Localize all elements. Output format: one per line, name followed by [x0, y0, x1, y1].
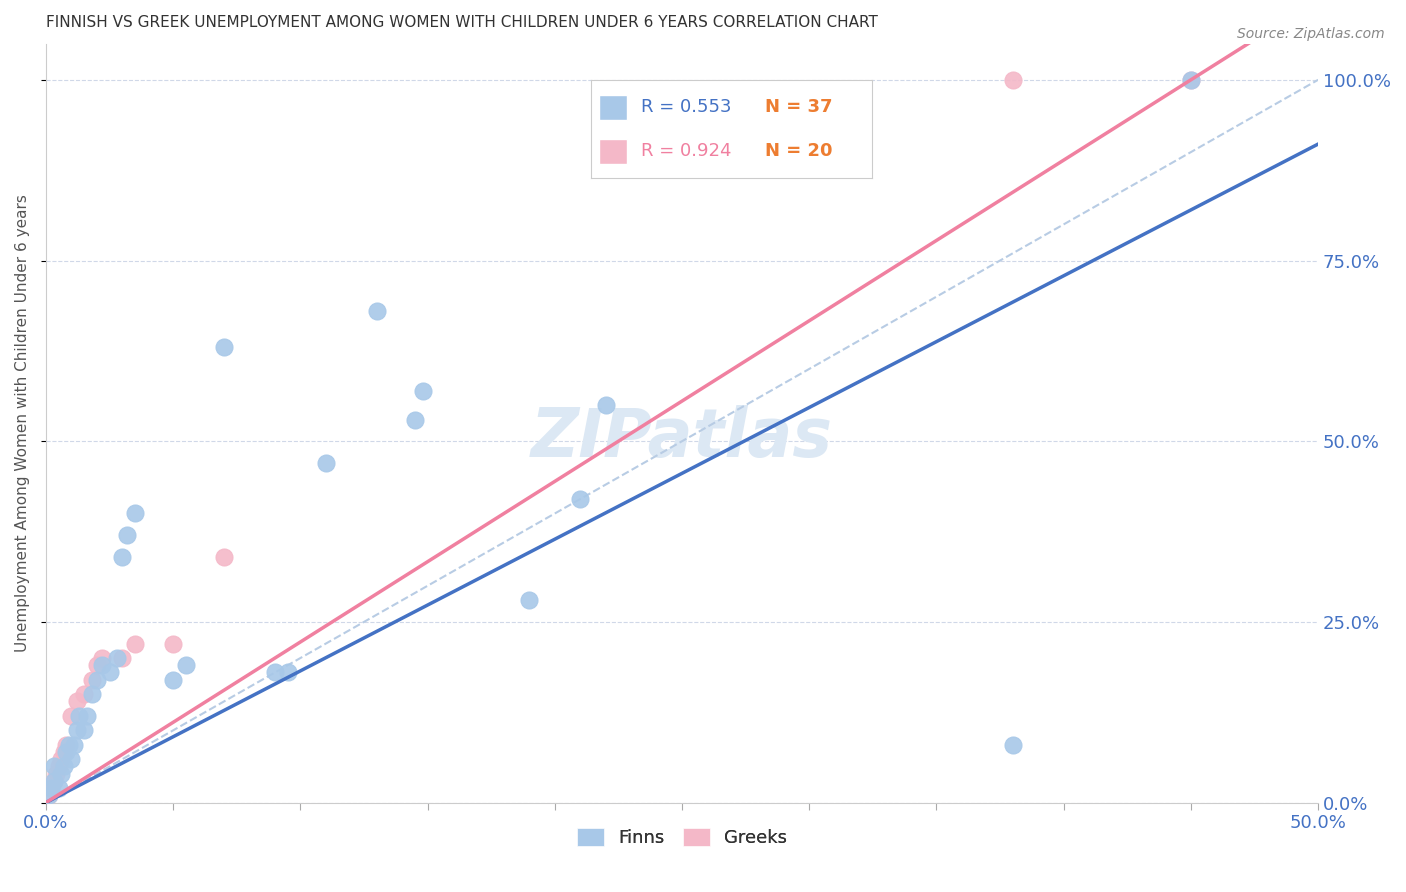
Point [48, 781, 70, 796]
Point [91, 658, 114, 673]
Point [1001, 72, 1024, 87]
Point [73, 687, 96, 701]
Point [52, 759, 75, 773]
Point [1180, 72, 1202, 87]
Point [63, 738, 86, 752]
Point [86, 673, 108, 687]
Point [58, 738, 80, 752]
Point [65, 694, 87, 708]
Point [38, 789, 60, 803]
Text: N = 37: N = 37 [765, 98, 832, 116]
Point [42, 759, 65, 773]
Point [76, 709, 98, 723]
Point [51, 766, 73, 780]
Point [124, 637, 146, 651]
Point [404, 412, 426, 426]
Point [51, 752, 73, 766]
Point [277, 665, 299, 680]
Point [212, 340, 235, 354]
Y-axis label: Unemployment Among Women with Children Under 6 years: Unemployment Among Women with Children U… [15, 194, 30, 652]
Point [39, 781, 62, 796]
Point [38, 789, 60, 803]
Point [412, 384, 434, 398]
Point [39, 781, 62, 796]
Point [80, 673, 103, 687]
Point [1001, 738, 1024, 752]
Text: FINNISH VS GREEK UNEMPLOYMENT AMONG WOMEN WITH CHILDREN UNDER 6 YEARS CORRELATIO: FINNISH VS GREEK UNEMPLOYMENT AMONG WOME… [46, 15, 877, 30]
Point [569, 491, 592, 506]
Point [45, 766, 67, 780]
Point [86, 658, 108, 673]
Point [111, 651, 134, 665]
Point [65, 723, 87, 738]
Point [60, 709, 83, 723]
Point [42, 773, 65, 788]
Point [366, 304, 388, 318]
Point [1180, 72, 1202, 87]
Point [162, 637, 184, 651]
Point [117, 528, 139, 542]
Point [315, 456, 337, 470]
Text: R = 0.553: R = 0.553 [641, 98, 731, 116]
Point [91, 651, 114, 665]
Point [98, 665, 121, 680]
Point [105, 651, 128, 665]
Point [55, 745, 77, 759]
Legend: Finns, Greeks: Finns, Greeks [569, 821, 794, 855]
Point [212, 549, 235, 564]
Point [55, 738, 77, 752]
FancyBboxPatch shape [599, 139, 627, 164]
Point [111, 549, 134, 564]
Text: Source: ZipAtlas.com: Source: ZipAtlas.com [1237, 27, 1385, 41]
Point [595, 398, 617, 412]
Text: ZIPatlas: ZIPatlas [531, 405, 834, 471]
Point [174, 658, 197, 673]
Point [162, 673, 184, 687]
FancyBboxPatch shape [599, 95, 627, 120]
Text: N = 20: N = 20 [765, 143, 832, 161]
Point [42, 773, 65, 788]
Point [48, 759, 70, 773]
Point [264, 665, 287, 680]
Text: R = 0.924: R = 0.924 [641, 143, 731, 161]
Point [124, 507, 146, 521]
Point [67, 709, 90, 723]
Point [80, 687, 103, 701]
Point [52, 745, 75, 759]
Point [519, 593, 541, 607]
Point [73, 723, 96, 738]
Point [60, 752, 83, 766]
